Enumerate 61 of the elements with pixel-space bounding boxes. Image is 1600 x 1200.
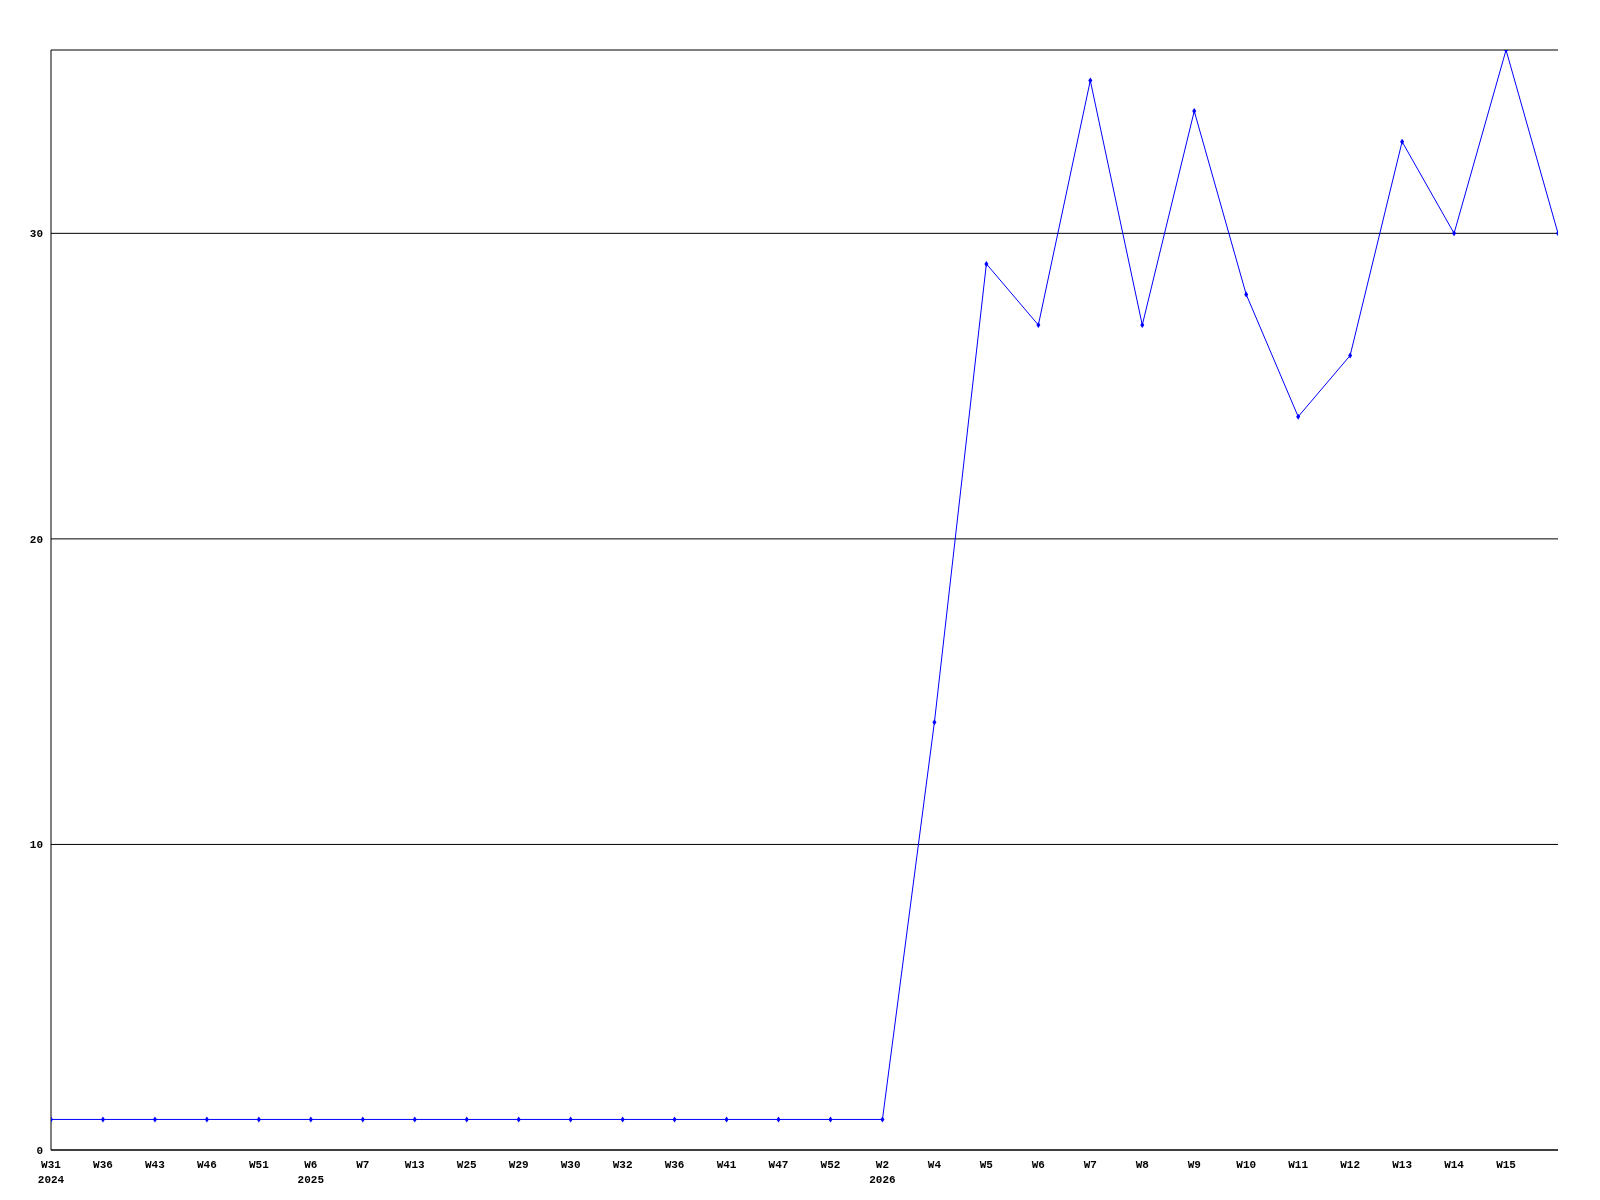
point — [620, 1116, 625, 1123]
point — [1400, 138, 1405, 145]
x-tick-label: W10 — [1236, 1159, 1257, 1171]
point — [1140, 322, 1145, 328]
point — [828, 1116, 833, 1123]
point — [1452, 230, 1457, 237]
x-tick-label: W11 — [1288, 1159, 1309, 1171]
point — [1244, 291, 1249, 298]
x-tick-label: W25 — [456, 1159, 478, 1171]
x-tick-label: W4 — [927, 1159, 942, 1171]
y-tick-label: 30 — [29, 228, 43, 241]
point — [152, 1116, 157, 1123]
point — [932, 719, 937, 726]
x-tick-label: W7 — [1083, 1159, 1097, 1171]
x-tick-label: W31 2024 — [37, 1159, 65, 1186]
y-tick-label: 10 — [29, 839, 43, 852]
x-tick-label: W41 — [716, 1159, 737, 1171]
point — [1348, 352, 1353, 359]
point — [1296, 413, 1301, 420]
point — [360, 1116, 365, 1123]
x-tick-label: W46 — [196, 1159, 217, 1171]
point — [568, 1116, 573, 1123]
point — [776, 1116, 781, 1123]
point — [412, 1116, 417, 1123]
point — [1192, 108, 1197, 115]
x-tick-label: W2 2026 — [869, 1159, 896, 1186]
x-tick-label: W5 — [979, 1159, 994, 1171]
x-tick-label: W6 — [1031, 1159, 1045, 1171]
x-tick-label: W7 — [356, 1159, 370, 1171]
point — [1036, 322, 1041, 328]
point — [204, 1116, 209, 1123]
point — [724, 1116, 729, 1123]
point — [516, 1116, 521, 1123]
point — [1088, 77, 1093, 84]
y-tick-label: 0 — [36, 1144, 43, 1157]
x-tick-label: W29 — [508, 1159, 529, 1171]
point — [880, 1116, 885, 1123]
point — [672, 1116, 677, 1123]
x-tick-label: W13 — [404, 1159, 426, 1171]
x-tick-label: W43 — [145, 1159, 166, 1171]
point — [464, 1116, 469, 1123]
point — [256, 1116, 261, 1123]
x-tick-label: W30 — [560, 1159, 581, 1171]
x-tick-label: W47 — [768, 1159, 789, 1171]
x-tick-label: W6 2025 — [297, 1159, 325, 1186]
x-tick-label: W36 — [93, 1159, 113, 1171]
x-tick-label: W8 — [1135, 1159, 1150, 1171]
point — [100, 1116, 105, 1123]
x-tick-label: W13 — [1392, 1159, 1413, 1171]
x-tick-label: W32 — [612, 1159, 633, 1171]
x-tick-label: W36 — [664, 1159, 685, 1171]
point — [984, 260, 989, 267]
x-tick-label: W14 — [1444, 1159, 1465, 1171]
x-tick-label: W51 — [248, 1159, 270, 1171]
point — [308, 1116, 313, 1123]
y-tick-label: 20 — [29, 533, 43, 546]
x-tick-label: W9 — [1187, 1159, 1201, 1171]
x-tick-label: W15 — [1496, 1159, 1517, 1171]
point — [1504, 50, 1509, 53]
x-tick-label: W12 — [1340, 1159, 1361, 1171]
x-tick-label: W52 — [820, 1159, 841, 1171]
